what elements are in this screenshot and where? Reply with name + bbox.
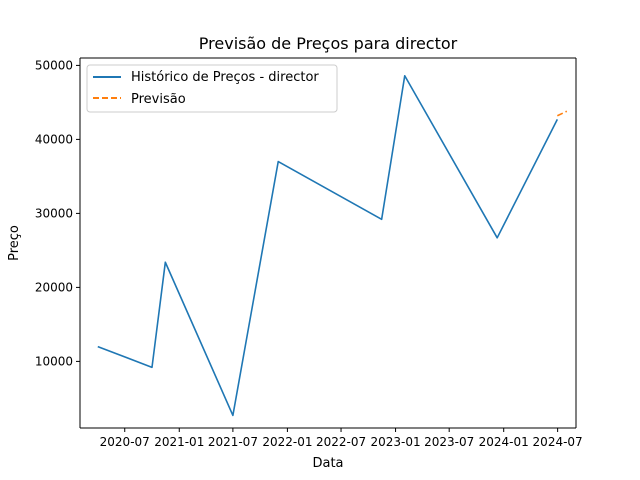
x-tick-label: 2021-01 <box>154 435 204 449</box>
series-line-previsao <box>556 110 568 117</box>
x-tick-label: 2022-07 <box>316 435 366 449</box>
x-tick-label: 2024-07 <box>533 435 583 449</box>
series-layer <box>97 74 568 417</box>
x-tick-label: 2021-07 <box>208 435 258 449</box>
y-tick-label: 50000 <box>35 58 73 72</box>
x-tick-label: 2024-01 <box>479 435 529 449</box>
y-tick-label: 20000 <box>35 280 73 294</box>
x-tick-label: 2023-07 <box>424 435 474 449</box>
legend: Histórico de Preços - director Previsão <box>86 64 338 113</box>
x-tick-label: 2020-07 <box>100 435 150 449</box>
y-tick-label: 10000 <box>35 354 73 368</box>
plot-background <box>80 58 576 428</box>
y-axis-ticks: 10000 20000 30000 40000 50000 <box>35 58 80 368</box>
chart-title: Previsão de Preços para director <box>199 34 458 53</box>
legend-label-previsao: Previsão <box>131 92 186 107</box>
x-axis-label: Data <box>312 456 343 471</box>
x-tick-label: 2023-01 <box>370 435 420 449</box>
legend-box <box>86 64 338 113</box>
y-tick-label: 30000 <box>35 206 73 220</box>
x-tick-label: 2022-01 <box>262 435 312 449</box>
series-line-historico <box>97 74 559 417</box>
x-axis-ticks: 2020-07 2021-01 2021-07 2022-01 2022-07 2023-… <box>100 428 583 449</box>
plot-frame <box>79 57 577 429</box>
y-tick-label: 40000 <box>35 132 73 146</box>
y-axis-label: Preço <box>7 225 22 261</box>
legend-label-historico: Histórico de Preços - director <box>131 70 319 85</box>
